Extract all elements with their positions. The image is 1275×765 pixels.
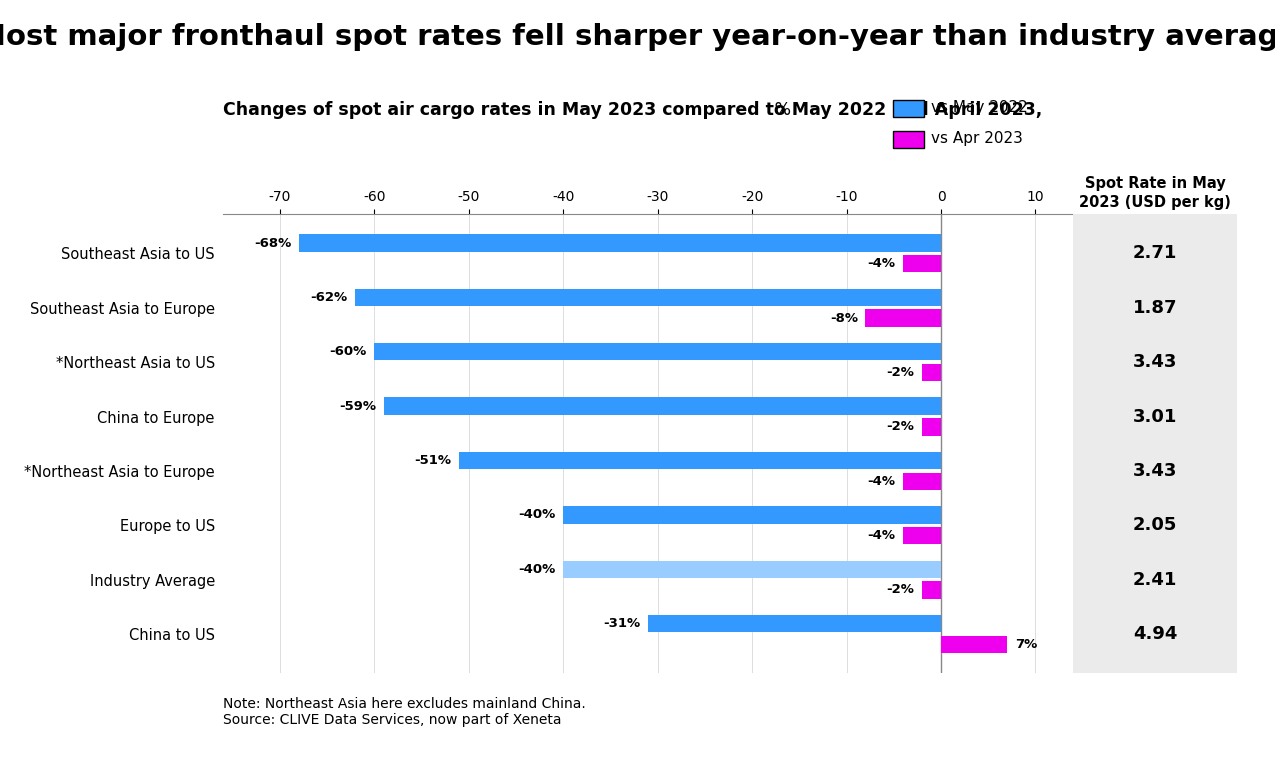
Bar <box>375 343 941 360</box>
Text: 1.87: 1.87 <box>1132 299 1177 317</box>
Bar <box>866 309 941 327</box>
Text: -60%: -60% <box>329 345 367 358</box>
Text: Changes of spot air cargo rates in May 2023 compared to May 2022 and April 2023,: Changes of spot air cargo rates in May 2… <box>223 100 1043 119</box>
Text: -62%: -62% <box>311 291 348 304</box>
Text: 2.71: 2.71 <box>1132 244 1177 262</box>
Text: 2.05: 2.05 <box>1132 516 1177 534</box>
Text: -31%: -31% <box>603 617 640 630</box>
Text: Most major fronthaul spot rates fell sharper year-on-year than industry average: Most major fronthaul spot rates fell sha… <box>0 23 1275 51</box>
Text: -2%: -2% <box>886 420 914 433</box>
Text: vs Apr 2023: vs Apr 2023 <box>931 131 1023 146</box>
Bar <box>922 363 941 381</box>
Text: -40%: -40% <box>519 563 556 576</box>
Text: -4%: -4% <box>868 475 895 488</box>
Bar <box>903 527 941 545</box>
Bar <box>356 288 941 306</box>
Text: -51%: -51% <box>414 454 451 467</box>
Bar <box>941 636 1007 653</box>
Text: Note: Northeast Asia here excludes mainland China.
Source: CLIVE Data Services, : Note: Northeast Asia here excludes mainl… <box>223 697 586 727</box>
Bar <box>564 561 941 578</box>
Text: 3.43: 3.43 <box>1132 353 1177 371</box>
Text: 7%: 7% <box>1015 638 1037 651</box>
Text: 2.41: 2.41 <box>1132 571 1177 588</box>
Text: -2%: -2% <box>886 366 914 379</box>
Text: -4%: -4% <box>868 529 895 542</box>
Text: %: % <box>769 100 790 119</box>
Bar <box>298 234 941 252</box>
Text: -59%: -59% <box>339 399 376 412</box>
Bar <box>922 418 941 435</box>
Text: -4%: -4% <box>868 257 895 270</box>
Bar <box>648 615 941 633</box>
Bar <box>903 473 941 490</box>
Bar <box>459 452 941 469</box>
Bar <box>922 581 941 599</box>
Bar <box>384 398 941 415</box>
Text: Spot Rate in May
2023 (USD per kg): Spot Rate in May 2023 (USD per kg) <box>1079 176 1230 210</box>
Text: 4.94: 4.94 <box>1132 625 1177 643</box>
Text: 3.01: 3.01 <box>1132 408 1177 425</box>
Bar <box>564 506 941 524</box>
Text: 3.43: 3.43 <box>1132 462 1177 480</box>
Text: vs May 2022: vs May 2022 <box>931 100 1028 116</box>
Text: -40%: -40% <box>519 509 556 522</box>
Text: -68%: -68% <box>254 236 291 249</box>
Text: -8%: -8% <box>830 311 858 324</box>
Bar <box>903 255 941 272</box>
Text: -2%: -2% <box>886 584 914 597</box>
